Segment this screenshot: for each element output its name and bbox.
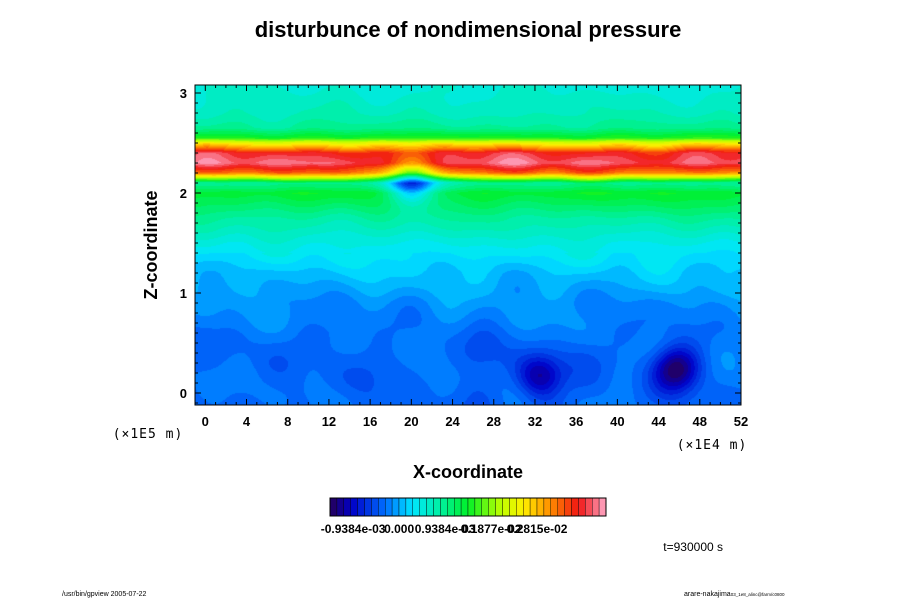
x-tick-label: 0	[202, 414, 209, 429]
colorbar-swatch	[509, 497, 517, 517]
x-tick-label: 20	[404, 414, 418, 429]
colorbar-swatch	[557, 497, 565, 517]
x-tick-label: 16	[363, 414, 377, 429]
x-tick-label: 52	[734, 414, 748, 429]
y-tick-label: 0	[180, 386, 187, 401]
y-tick-label: 2	[180, 186, 187, 201]
colorbar-swatch	[550, 497, 558, 517]
footer-right-run: 03_1e8_alinc@farm/c0800	[731, 592, 785, 597]
x-tick-label: 48	[693, 414, 707, 429]
footer-right: arare-nakajima03_1e8_alinc@farm/c0800	[684, 591, 785, 598]
colorbar-swatch	[391, 497, 400, 517]
colorbar-swatch	[536, 497, 545, 517]
colorbar-swatch	[564, 497, 572, 517]
x-tick-label: 32	[528, 414, 542, 429]
colorbar-swatch	[364, 497, 372, 517]
colorbar-swatch	[516, 497, 524, 517]
colorbar-swatch	[495, 497, 503, 517]
colorbar-swatch	[454, 497, 462, 517]
colorbar-swatch	[488, 497, 496, 517]
x-tick-label: 40	[610, 414, 624, 429]
pressure-field-heatmap	[195, 85, 741, 405]
plot-frame	[194, 84, 742, 406]
colorbar-tick-label: 0.000	[384, 522, 414, 536]
chart-title: disturbunce of nondimensional pressure	[255, 17, 682, 42]
y-tick-label: 1	[180, 286, 187, 301]
plot-area	[194, 84, 742, 406]
colorbar-swatch	[398, 497, 407, 517]
colorbar-swatch	[343, 497, 351, 517]
colorbar-tick-label: 0.2815e-02	[507, 522, 568, 536]
colorbar-swatch	[592, 497, 600, 517]
colorbar-swatch	[405, 497, 413, 517]
colorbar-tick-label: 0.1877e-02	[461, 522, 522, 536]
x-exponent-label: (×1E4 m)	[677, 438, 748, 453]
x-tick-label: 28	[487, 414, 501, 429]
colorbar-swatch	[502, 497, 510, 517]
colorbar-swatch	[447, 497, 455, 517]
y-exponent-label: (×1E5 m)	[113, 427, 184, 442]
colorbar-swatch	[543, 497, 552, 517]
colorbar-swatch	[474, 497, 482, 517]
x-tick-label: 24	[445, 414, 460, 429]
colorbar-swatch	[419, 497, 427, 517]
colorbar-frame	[329, 497, 607, 517]
colorbar-swatch	[357, 497, 365, 517]
colorbar-swatch	[412, 497, 420, 517]
x-axis: 0 4 8 12 16 20 24 28 32 36 40 44 48 52	[194, 85, 748, 429]
colorbar-tick-label: 0.9384e-03	[415, 522, 476, 536]
x-tick-label: 44	[651, 414, 666, 429]
colorbar-swatch	[523, 497, 531, 517]
colorbar-swatch	[378, 497, 386, 517]
x-axis-title: X-coordinate	[413, 462, 523, 482]
colorbar-swatch	[350, 497, 358, 517]
colorbar-swatch	[329, 497, 338, 517]
colorbar-swatch	[481, 497, 489, 517]
colorbar-swatch	[460, 497, 469, 517]
colorbar-swatch	[426, 497, 434, 517]
colorbar-swatch	[385, 497, 393, 517]
x-tick-label: 12	[322, 414, 336, 429]
colorbar-swatch	[578, 497, 586, 517]
y-tick-label: 3	[180, 86, 187, 101]
y-axis: 0 1 2 3	[180, 86, 741, 404]
footer-right-author: arare-nakajima	[684, 591, 731, 598]
colorbar-swatch	[467, 497, 476, 517]
x-tick-label: 36	[569, 414, 583, 429]
colorbar: -0.9384e-030.000 0.9384e-030.1877e-020.28…	[321, 497, 607, 536]
colorbar-swatch	[598, 497, 607, 517]
x-tick-label: 8	[284, 414, 291, 429]
colorbar-swatch	[529, 497, 538, 517]
y-axis-title: Z-coordinate	[141, 190, 161, 299]
colorbar-swatch	[440, 497, 448, 517]
time-label: t=930000 s	[663, 540, 723, 554]
colorbar-swatch	[371, 497, 379, 517]
colorbar-swatch	[585, 497, 593, 517]
colorbar-swatch	[433, 497, 441, 517]
colorbar-tick-label: -0.9384e-03	[321, 522, 386, 536]
x-tick-label: 4	[243, 414, 251, 429]
colorbar-swatch	[571, 497, 579, 517]
colorbar-swatch	[336, 497, 344, 517]
footer-left: /usr/bin/gpview 2005-07-22	[62, 591, 147, 598]
